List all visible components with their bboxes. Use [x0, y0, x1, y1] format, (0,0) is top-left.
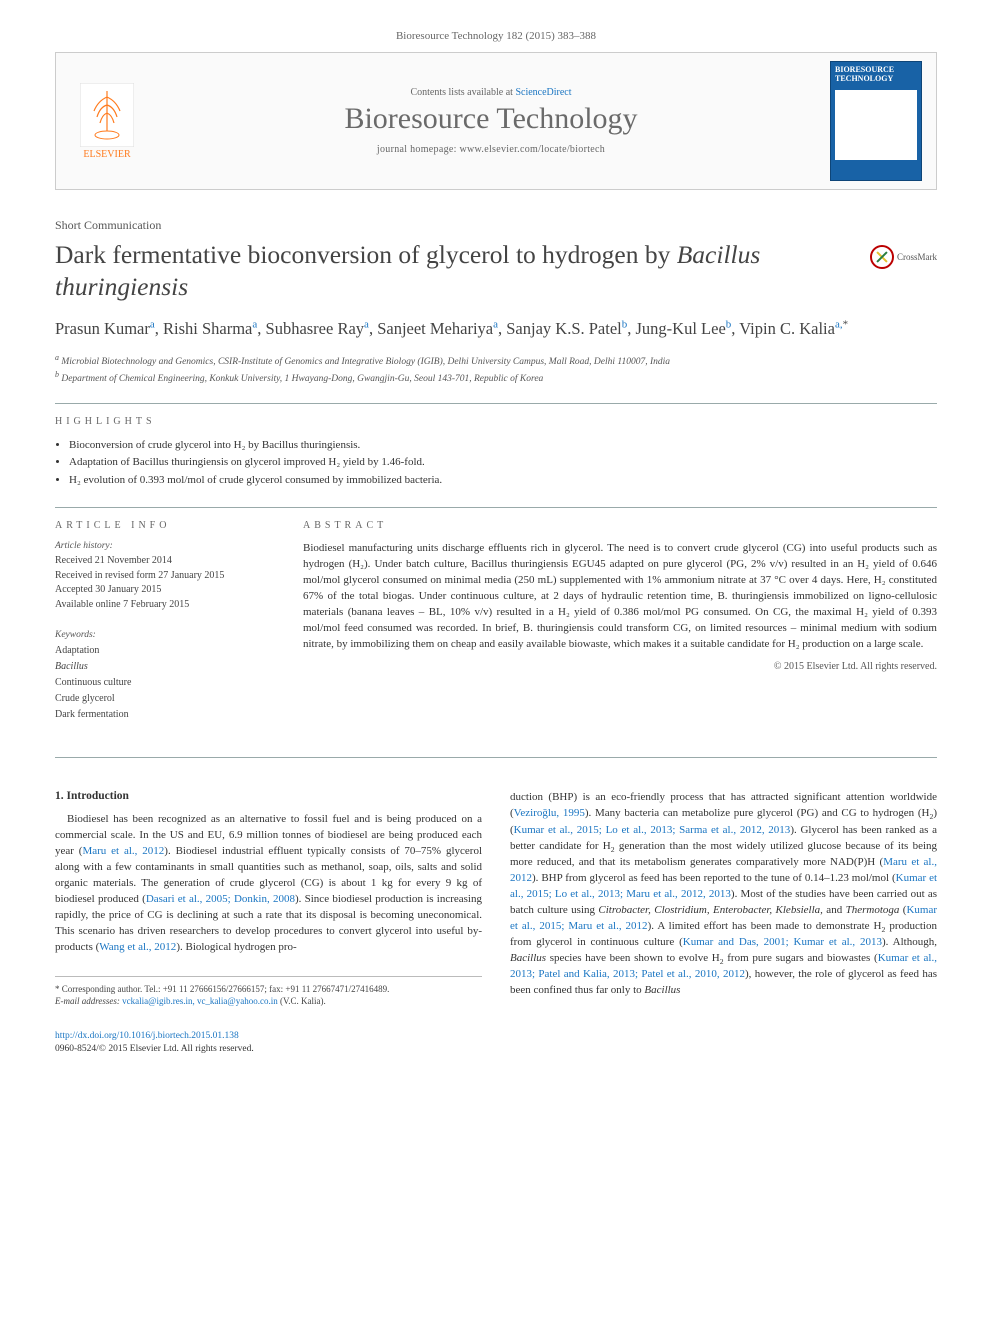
highlight-item: Bioconversion of crude glycerol into H₂ …: [69, 437, 937, 455]
elsevier-tree-icon: [80, 83, 134, 147]
history-line: Received 21 November 2014: [55, 554, 275, 569]
affil-sup-b: b: [55, 370, 59, 379]
article-info-column: ARTICLE INFO Article history: Received 2…: [55, 520, 275, 741]
email-label: E-mail addresses:: [55, 996, 122, 1006]
journal-homepage[interactable]: journal homepage: www.elsevier.com/locat…: [152, 144, 830, 155]
contents-prefix: Contents lists available at: [410, 87, 515, 98]
crossmark-label: CrossMark: [897, 252, 937, 262]
intro-paragraph-cont: duction (BHP) is an eco-friendly process…: [510, 790, 937, 999]
affiliation-a: a Microbial Biotechnology and Genomics, …: [55, 352, 937, 369]
sciencedirect-link[interactable]: ScienceDirect: [515, 87, 571, 98]
email-addresses[interactable]: vckalia@igib.res.in, vc_kalia@yahoo.co.i…: [122, 996, 278, 1006]
journal-title: Bioresource Technology: [152, 102, 830, 136]
keyword: Bacillus: [55, 659, 275, 675]
affiliation-b: b Department of Chemical Engineering, Ko…: [55, 369, 937, 386]
info-abstract-block: ARTICLE INFO Article history: Received 2…: [55, 507, 937, 758]
article-type: Short Communication: [55, 218, 937, 233]
intro-paragraph: Biodiesel has been recognized as an alte…: [55, 812, 482, 955]
publisher-logo-block: ELSEVIER: [62, 83, 152, 160]
history-line: Accepted 30 January 2015: [55, 583, 275, 598]
crossmark-badge[interactable]: CrossMark: [870, 245, 937, 269]
affil-text-b: Department of Chemical Engineering, Konk…: [61, 374, 543, 384]
abstract-column: ABSTRACT Biodiesel manufacturing units d…: [303, 520, 937, 741]
keyword: Dark fermentation: [55, 707, 275, 723]
footnotes: * Corresponding author. Tel.: +91 11 276…: [55, 976, 482, 1008]
doi-link[interactable]: http://dx.doi.org/10.1016/j.biortech.201…: [55, 1031, 239, 1041]
title-prefix: Dark fermentative bioconversion of glyce…: [55, 240, 677, 269]
contents-line: Contents lists available at ScienceDirec…: [152, 87, 830, 98]
author-list: Prasun Kumara, Rishi Sharmaa, Subhasree …: [55, 317, 937, 340]
body-text: 1. Introduction Biodiesel has been recog…: [55, 790, 937, 1008]
article-info-heading: ARTICLE INFO: [55, 520, 275, 531]
keyword: Crude glycerol: [55, 691, 275, 707]
keyword: Continuous culture: [55, 675, 275, 691]
publisher-center: Contents lists available at ScienceDirec…: [152, 87, 830, 155]
journal-cover-thumb: BIORESOURCE TECHNOLOGY: [830, 61, 922, 181]
divider: [55, 403, 937, 404]
crossmark-icon: [870, 245, 894, 269]
issn-copyright: 0960-8524/© 2015 Elsevier Ltd. All right…: [55, 1043, 937, 1056]
cover-title: BIORESOURCE TECHNOLOGY: [835, 66, 917, 84]
abstract-copyright: © 2015 Elsevier Ltd. All rights reserved…: [303, 661, 937, 672]
section-heading-intro: 1. Introduction: [55, 790, 482, 802]
affil-text-a: Microbial Biotechnology and Genomics, CS…: [61, 357, 670, 367]
corresponding-author-note: * Corresponding author. Tel.: +91 11 276…: [55, 983, 482, 996]
history-heading: Article history:: [55, 541, 275, 551]
abstract-text: Biodiesel manufacturing units discharge …: [303, 541, 937, 653]
keywords-block: Keywords: Adaptation Bacillus Continuous…: [55, 630, 275, 723]
keywords-heading: Keywords:: [55, 630, 275, 640]
email-line: E-mail addresses: vckalia@igib.res.in, v…: [55, 995, 482, 1008]
body-column-right: duction (BHP) is an eco-friendly process…: [510, 790, 937, 1008]
highlights-heading: HIGHLIGHTS: [55, 416, 937, 427]
article-title: Dark fermentative bioconversion of glyce…: [55, 239, 856, 303]
body-column-left: 1. Introduction Biodiesel has been recog…: [55, 790, 482, 1008]
highlights-list: Bioconversion of crude glycerol into H₂ …: [55, 437, 937, 490]
highlight-item: Adaptation of Bacillus thuringiensis on …: [69, 454, 937, 472]
abstract-heading: ABSTRACT: [303, 520, 937, 531]
affiliations: a Microbial Biotechnology and Genomics, …: [55, 352, 937, 387]
publisher-name: ELSEVIER: [83, 149, 130, 160]
article-history: Article history: Received 21 November 20…: [55, 541, 275, 612]
highlight-item: H₂ evolution of 0.393 mol/mol of crude g…: [69, 472, 937, 490]
journal-reference: Bioresource Technology 182 (2015) 383–38…: [55, 30, 937, 42]
history-line: Received in revised form 27 January 2015: [55, 569, 275, 584]
keyword: Adaptation: [55, 643, 275, 659]
history-line: Available online 7 February 2015: [55, 598, 275, 613]
doi-block: http://dx.doi.org/10.1016/j.biortech.201…: [55, 1030, 937, 1057]
affil-sup-a: a: [55, 353, 59, 362]
email-suffix: (V.C. Kalia).: [278, 996, 326, 1006]
publisher-banner: ELSEVIER Contents lists available at Sci…: [55, 52, 937, 190]
